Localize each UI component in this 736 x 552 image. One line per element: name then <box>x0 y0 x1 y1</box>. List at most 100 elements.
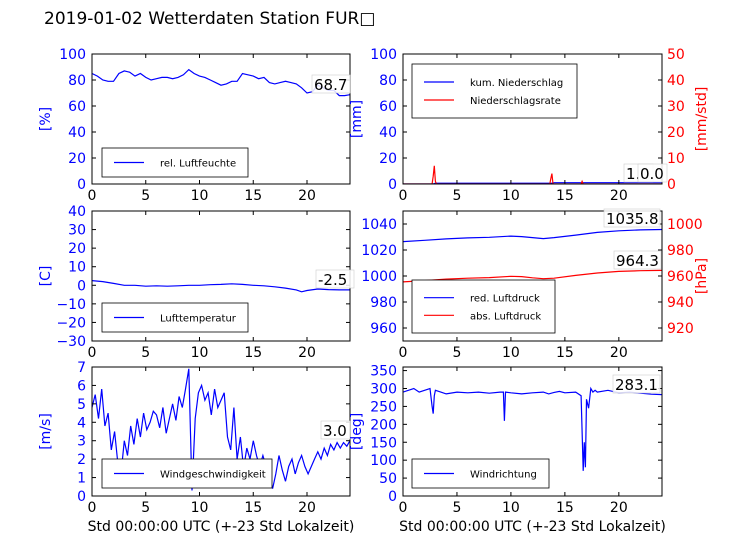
y-tick-label: 7 <box>77 360 86 376</box>
y-tick-label: 300 <box>370 382 397 398</box>
x-tick-label: 20 <box>610 188 628 204</box>
y-right-axis-label: [mm/std] <box>694 87 710 152</box>
x-tick-label: 20 <box>610 345 628 361</box>
x-tick-label: 0 <box>88 188 97 204</box>
y-axis-label: [deg] <box>349 413 365 450</box>
series-line-2 <box>403 165 662 184</box>
y-tick-label: 1 <box>77 471 86 487</box>
x-tick-label: 5 <box>452 188 461 204</box>
legend-label: kum. Niederschlag <box>470 78 563 89</box>
x-tick-label: 10 <box>502 345 520 361</box>
legend-label: rel. Luftfeuchte <box>160 159 236 170</box>
last-value-label: 1035.8 <box>606 210 659 228</box>
y-tick-label: 40 <box>379 125 397 141</box>
y-tick-label: 100 <box>370 453 397 469</box>
y-tick-label: 40 <box>68 125 86 141</box>
x-tick-label: 5 <box>452 345 461 361</box>
legend: red. Luftdruck abs. Luftdruck <box>411 279 556 334</box>
y-right-axis-label: [hPa] <box>694 258 710 294</box>
x-tick-label: 10 <box>191 188 209 204</box>
y-tick-label: 20 <box>68 241 86 257</box>
legend: Windrichtung <box>411 458 550 489</box>
series-line-1 <box>92 68 350 97</box>
y-tick-label: 10 <box>68 260 86 276</box>
legend-box <box>411 63 578 119</box>
x-tick-label: 5 <box>141 188 150 204</box>
legend-label: Lufttemperatur <box>160 314 237 325</box>
x-tick-label: 20 <box>298 188 316 204</box>
y-tick-label: 100 <box>59 47 86 63</box>
y-axis-label: [mm] <box>349 100 365 138</box>
y-axis-label: [m/s] <box>38 413 54 450</box>
x-tick-label: 0 <box>399 188 408 204</box>
legend-label: red. Luftdruck <box>470 294 540 305</box>
y-right-tick-label: 30 <box>667 99 685 115</box>
y-tick-label: 200 <box>370 417 397 433</box>
x-tick-label: 10 <box>502 500 520 516</box>
y-tick-label: 150 <box>370 435 397 451</box>
y-right-tick-label: 1000 <box>667 217 703 233</box>
x-tick-label: 15 <box>556 345 574 361</box>
series-line-1 <box>403 386 662 471</box>
y-tick-label: 60 <box>68 99 86 115</box>
x-tick-label: 15 <box>244 188 262 204</box>
y-tick-label: 250 <box>370 399 397 415</box>
last-value-label: 3.0 <box>323 422 347 440</box>
y-right-tick-label: 960 <box>667 269 694 285</box>
y-tick-label: 30 <box>68 223 86 239</box>
x-tick-label: 20 <box>298 500 316 516</box>
plot-frame <box>402 53 663 185</box>
y-tick-label: 980 <box>370 295 397 311</box>
y-tick-label: −20 <box>56 315 86 331</box>
y-tick-label: 1040 <box>361 217 397 233</box>
x-tick-label: 10 <box>191 500 209 516</box>
x-tick-label: 5 <box>141 345 150 361</box>
last-value-box <box>603 208 661 228</box>
last-value-label-right: 964.3 <box>616 252 659 270</box>
series-line-2 <box>403 269 662 283</box>
last-value-label: 283.1 <box>615 376 658 394</box>
y-tick-label: 1020 <box>361 243 397 259</box>
y-tick-label: 960 <box>370 321 397 337</box>
legend-label: Windgeschwindigkeit <box>160 470 266 481</box>
x-tick-label: 10 <box>191 345 209 361</box>
y-tick-label: 0 <box>77 278 86 294</box>
chart-panel-3: 0 5 10 15 20 −30 −20 −10 0 10 20 30 40 [C] Lufttempera… <box>38 204 355 361</box>
series-line-1 <box>403 228 662 243</box>
y-tick-label: 100 <box>370 47 397 63</box>
legend: Windgeschwindigkeit <box>101 458 273 489</box>
last-value-box-right <box>613 250 662 270</box>
x-tick-label: 0 <box>399 500 408 516</box>
x-tick-label: 0 <box>88 345 97 361</box>
y-tick-label: 2 <box>77 452 86 468</box>
y-tick-label: 5 <box>77 397 86 413</box>
last-value-box <box>311 74 351 94</box>
x-tick-label: 0 <box>399 345 408 361</box>
x-tick-label: 15 <box>556 188 574 204</box>
y-tick-label: 0 <box>388 489 397 505</box>
plot-frame <box>91 53 351 185</box>
y-tick-label: 80 <box>379 73 397 89</box>
y-right-tick-label: 40 <box>667 73 685 89</box>
y-tick-label: 50 <box>379 471 397 487</box>
chart-panel-1: 0 5 10 15 20 0 20 40 60 80 100 [%] rel. Luftfeuchte 6… <box>38 47 351 204</box>
legend-box <box>411 279 556 334</box>
legend: kum. Niederschlag Niederschlagsrate <box>411 63 578 119</box>
y-right-tick-label: 10 <box>667 151 685 167</box>
y-tick-label: 60 <box>379 99 397 115</box>
y-axis-label: [C] <box>38 266 54 287</box>
x-tick-label: 5 <box>452 500 461 516</box>
y-right-tick-label: 0 <box>667 177 676 193</box>
y-tick-label: 0 <box>388 177 397 193</box>
x-tick-label: 20 <box>610 500 628 516</box>
y-tick-label: 4 <box>77 415 86 431</box>
last-value-box <box>315 269 355 289</box>
x-tick-label: 20 <box>298 345 316 361</box>
series-line-1 <box>92 368 350 491</box>
y-tick-label: 0 <box>77 489 86 505</box>
x-tick-label: 0 <box>88 500 97 516</box>
x-tick-label: 15 <box>244 345 262 361</box>
series-line-1 <box>92 280 350 293</box>
